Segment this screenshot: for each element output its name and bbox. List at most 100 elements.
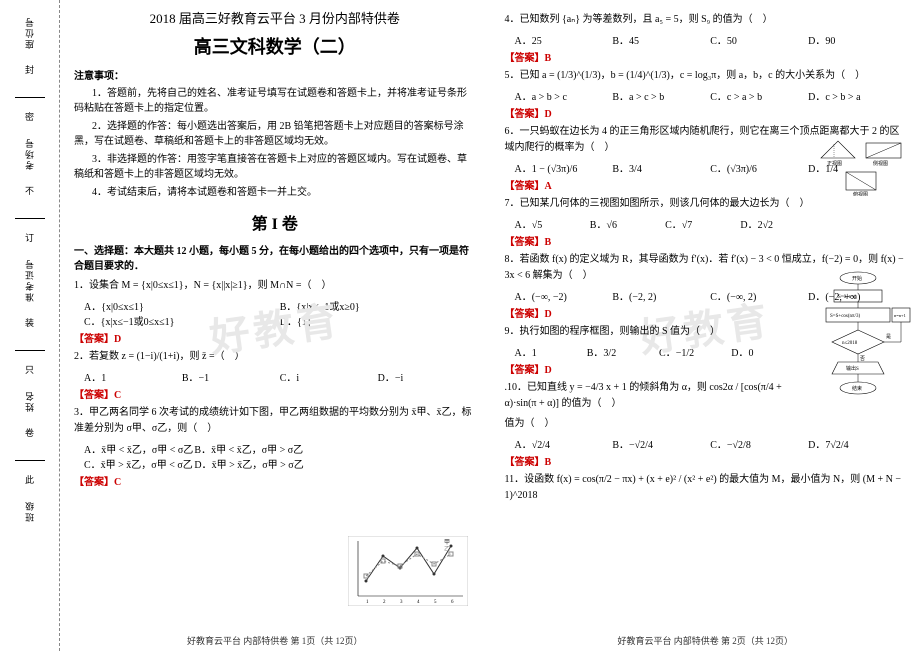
- flowchart: 开始 S=0, n=1 S=S+cos(nπ/3) n=n+1 n≤2018 是…: [804, 270, 912, 420]
- q4-stem: 4．已知数列 {aₙ} 为等差数列，且 a₅ = 5，则 S₉ 的值为（ ）: [505, 12, 907, 28]
- opt: C．−1/2: [659, 344, 731, 359]
- q10-opts: A．√2/4 B．−√2/4 C．−√2/8 D．7√2/4: [515, 436, 907, 451]
- svg-text:3: 3: [400, 600, 403, 605]
- svg-text:俯视图: 俯视图: [853, 191, 868, 196]
- q3-opts: A．x̄甲 < x̄乙，σ甲 < σ乙 B．x̄甲 < x̄乙，σ甲 > σ乙 …: [84, 441, 305, 471]
- q7-opts: A．√5 B．√6 C．√7 D．2√2: [515, 216, 816, 231]
- q6-stem: 6．一只蚂蚁在边长为 4 的正三角形区域内随机爬行，则它在离三个顶点距离都大于 …: [505, 124, 907, 156]
- opt: B．√6: [590, 216, 665, 231]
- opt: D．7√2/4: [808, 436, 906, 451]
- opt: C．√7: [665, 216, 740, 231]
- binding-char-4: 装: [25, 316, 34, 329]
- opt: A．25: [515, 32, 613, 47]
- opt: C．(−∞, 2): [710, 288, 808, 303]
- notice-item: 2．选择题的作答：每小题选出答案后，用 2B 铅笔把答题卡上对应题目的答案标号涂…: [74, 119, 476, 149]
- q9-stem: 9．执行如图的程序框图，则输出的 S 值为（ ）: [505, 324, 794, 340]
- opt: C．(√3π)/6: [710, 160, 808, 175]
- binding-label-seat: 座位号: [23, 16, 36, 49]
- opt: B．{x|x≤−1或x≥0}: [280, 298, 476, 313]
- svg-text:是: 是: [886, 334, 891, 340]
- q1-answer: 【答案】D: [74, 330, 476, 345]
- opt: C．50: [710, 32, 808, 47]
- binding-char-5: 只: [25, 363, 34, 376]
- svg-text:5: 5: [434, 600, 437, 605]
- part1-instructions: 一、选择题：本大题共 12 小题，每小题 5 分，在每小题给出的四个选项中，只有…: [74, 244, 476, 274]
- q7-stem: 7．已知某几何体的三视图如图所示，则该几何体的最大边长为（ ）: [505, 196, 806, 212]
- svg-text:2: 2: [383, 600, 386, 605]
- svg-text:输出S: 输出S: [846, 365, 859, 372]
- opt: B．3/2: [587, 344, 659, 359]
- opt: A．{x|0≤x≤1}: [84, 298, 280, 313]
- blank-line: [15, 88, 45, 98]
- opt: B．45: [612, 32, 710, 47]
- score-chart: 甲 乙 1 2 3 4 5 6: [348, 536, 468, 606]
- opt: D．−i: [378, 369, 476, 384]
- doc-title-1: 2018 届高三好教育云平台 3 月份内部特供卷: [74, 8, 476, 27]
- volume-heading: 第 I 卷: [74, 210, 476, 234]
- notice-item: 1．答题前，先将自己的姓名、准考证号填写在试题卷和答题卡上，并将准考证号条形码粘…: [74, 86, 476, 116]
- doc-title-2: 高三文科数学（二）: [74, 33, 476, 59]
- opt: B．3/4: [612, 160, 710, 175]
- binding-char-3: 订: [25, 231, 34, 244]
- q2-stem: 2．若复数 z = (1−i)/(1+i)，则 z̄ =（ ）: [74, 349, 476, 365]
- page-2: 好教育 4．已知数列 {aₙ} 为等差数列，且 a₅ = 5，则 S₉ 的值为（…: [490, 0, 920, 651]
- binding-char-2: 不: [25, 184, 34, 197]
- opt: A．(−∞, −2): [515, 288, 613, 303]
- opt: A．1: [515, 344, 587, 359]
- svg-text:S=S+cos(nπ/3): S=S+cos(nπ/3): [830, 314, 860, 319]
- svg-text:6: 6: [451, 600, 454, 605]
- opt: C．{x|x≤−1或0≤x≤1}: [84, 313, 280, 328]
- opt: A．a > b > c: [515, 88, 613, 103]
- blank-line: [15, 451, 45, 461]
- q4-answer: 【答案】B: [505, 49, 907, 64]
- page2-footer: 好教育云平台 内部特供卷 第 2页（共 12页）: [491, 634, 920, 647]
- svg-text:4: 4: [417, 600, 420, 605]
- opt: A．1 − (√3π)/6: [515, 160, 613, 175]
- opt: C．i: [280, 369, 378, 384]
- q2-answer: 【答案】C: [74, 386, 476, 401]
- blank-line: [15, 209, 45, 219]
- pages: 好教育 2018 届高三好教育云平台 3 月份内部特供卷 高三文科数学（二） 注…: [60, 0, 920, 651]
- q3-stem: 3．甲乙两名同学 6 次考试的成绩统计如下图，甲乙两组数据的平均数分别为 x̄甲…: [74, 405, 476, 437]
- binding-char-0: 封: [25, 63, 34, 76]
- svg-text:结束: 结束: [852, 385, 862, 392]
- svg-text:n=n+1: n=n+1: [894, 313, 906, 318]
- opt: B．−√2/4: [612, 436, 710, 451]
- blank-line: [15, 341, 45, 351]
- opt: C．x̄甲 > x̄乙，σ甲 < σ乙: [84, 456, 194, 471]
- svg-text:乙: 乙: [444, 546, 450, 553]
- q8-stem: 8．若函数 f(x) 的定义域为 R，其导函数为 f′(x)．若 f′(x) −…: [505, 252, 907, 284]
- svg-text:甲: 甲: [444, 539, 450, 546]
- opt: C．−√2/8: [710, 436, 808, 451]
- opt: A．√2/4: [515, 436, 613, 451]
- opt: B．x̄甲 < x̄乙，σ甲 > σ乙: [194, 441, 304, 456]
- svg-text:否: 否: [860, 356, 865, 362]
- opt: D．2√2: [740, 216, 815, 231]
- q5-opts: A．a > b > c B．a > c > b C．c > a > b D．c …: [515, 88, 907, 103]
- q2-opts: A．1 B．−1 C．i D．−i: [84, 369, 476, 384]
- q5-stem: 5．已知 a = (1/3)^(1/3)，b = (1/4)^(1/3)，c =…: [505, 68, 907, 84]
- q4-opts: A．25 B．45 C．50 D．90: [515, 32, 907, 47]
- svg-text:侧视图: 侧视图: [873, 160, 888, 167]
- page1-footer: 好教育云平台 内部特供卷 第 1页（共 12页）: [60, 634, 490, 647]
- q1-stem: 1．设集合 M = {x|0≤x≤1}，N = {x||x|≥1}，则 M∩N …: [74, 278, 476, 294]
- notice-heading: 注意事项：: [74, 67, 476, 82]
- q10-stem: .10．已知直线 y = −4/3 x + 1 的倾斜角为 α，则 cos2α …: [505, 380, 794, 412]
- opt: A．1: [84, 369, 182, 384]
- opt: B．(−2, 2): [612, 288, 710, 303]
- binding-char-7: 此: [25, 473, 34, 486]
- opt: A．√5: [515, 216, 590, 231]
- page-1: 好教育 2018 届高三好教育云平台 3 月份内部特供卷 高三文科数学（二） 注…: [60, 0, 490, 651]
- binding-label-room: 考场号: [23, 137, 36, 170]
- opt: B．a > c > b: [612, 88, 710, 103]
- q1-opts: A．{x|0≤x≤1} B．{x|x≤−1或x≥0} C．{x|x≤−1或0≤x…: [84, 298, 476, 328]
- opt: C．c > a > b: [710, 88, 808, 103]
- opt: D．x̄甲 > x̄乙，σ甲 > σ乙: [194, 456, 304, 471]
- notice-item: 3．非选择题的作答：用签字笔直接答在答题卡上对应的答题区域内。写在试题卷、草稿纸…: [74, 152, 476, 182]
- q10-answer: 【答案】B: [505, 453, 907, 468]
- svg-text:1: 1: [366, 600, 369, 605]
- opt: D．90: [808, 32, 906, 47]
- notice-item: 4．考试结束后，请将本试题卷和答题卡一并上交。: [74, 185, 476, 200]
- opt: A．x̄甲 < x̄乙，σ甲 < σ乙: [84, 441, 194, 456]
- svg-text:正视图: 正视图: [827, 160, 842, 167]
